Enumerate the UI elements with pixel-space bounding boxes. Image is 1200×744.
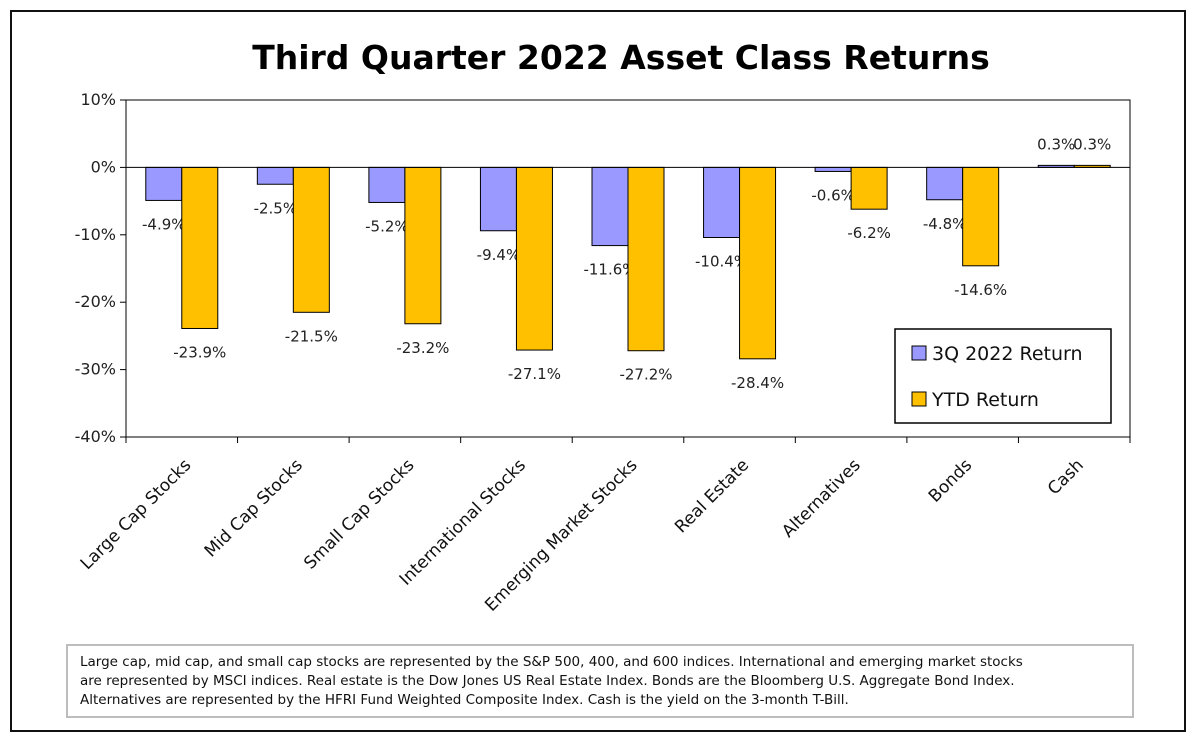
data-label: -27.1%: [508, 365, 561, 383]
footnote-line: Large cap, mid cap, and small cap stocks…: [80, 654, 1023, 670]
category-label: Alternatives: [778, 455, 864, 541]
bar-q3: [814, 166, 852, 172]
bar-q3: [368, 166, 406, 203]
data-label: -14.6%: [954, 281, 1007, 299]
bar-q3: [591, 166, 629, 247]
data-label: -11.6%: [583, 261, 636, 279]
category-label: Bonds: [925, 455, 976, 506]
bar-q3: [256, 166, 294, 185]
footnote-line: Alternatives are represented by the HFRI…: [80, 692, 849, 708]
category-label: Small Cap Stocks: [300, 455, 418, 573]
footnote-line: are represented by MSCI indices. Real es…: [80, 673, 1015, 689]
data-label: -10.4%: [695, 252, 748, 270]
bar-ytd: [181, 166, 219, 329]
y-tick-label: -40%: [75, 427, 116, 446]
bar-ytd: [627, 166, 665, 352]
y-tick-label: 10%: [80, 90, 116, 109]
data-label: -27.2%: [619, 366, 672, 384]
category-label: Mid Cap Stocks: [201, 455, 307, 561]
data-label: -4.8%: [923, 215, 967, 233]
data-label: -21.5%: [285, 327, 338, 345]
legend: 3Q 2022 Return YTD Return: [894, 328, 1112, 424]
legend-swatch: [911, 345, 927, 361]
y-tick-label: 0%: [91, 157, 116, 176]
bar-q3: [703, 166, 741, 238]
legend-swatch: [911, 391, 927, 407]
data-label: -23.9%: [173, 343, 226, 361]
legend-box: [894, 328, 1112, 424]
data-label: -0.6%: [811, 186, 855, 204]
data-label: -28.4%: [731, 374, 784, 392]
legend-label: 3Q 2022 Return: [932, 343, 1083, 365]
y-tick-label: -20%: [75, 292, 116, 311]
bar-ytd: [292, 166, 330, 313]
y-tick-label: -10%: [75, 225, 116, 244]
category-label: Large Cap Stocks: [77, 455, 196, 574]
bar-ytd: [739, 166, 777, 360]
y-tick-label: -30%: [75, 360, 116, 379]
data-label: -23.2%: [396, 339, 449, 357]
category-label: Cash: [1044, 455, 1088, 499]
bar-q3: [145, 166, 183, 201]
bar-q3: [479, 166, 517, 232]
legend-label: YTD Return: [931, 389, 1039, 411]
data-label: -4.9%: [142, 215, 186, 233]
data-label: -2.5%: [254, 199, 298, 217]
bar-ytd: [515, 166, 553, 351]
bar-ytd: [850, 166, 888, 210]
bar-ytd: [404, 166, 442, 325]
data-label: -5.2%: [365, 217, 409, 235]
chart-frame: [10, 10, 1186, 732]
bar-ytd: [962, 166, 1000, 267]
data-label: -6.2%: [847, 224, 891, 242]
data-label: 0.3%: [1037, 135, 1075, 153]
category-label: Real Estate: [671, 455, 753, 537]
footnote: Large cap, mid cap, and small cap stocks…: [66, 644, 1134, 718]
data-label: 0.3%: [1073, 135, 1111, 153]
chart-title: Third Quarter 2022 Asset Class Returns: [252, 38, 990, 77]
category-label: International Stocks: [396, 455, 530, 589]
data-label: -9.4%: [477, 246, 521, 264]
bar-q3: [926, 166, 964, 201]
plot-area: [125, 99, 1131, 438]
